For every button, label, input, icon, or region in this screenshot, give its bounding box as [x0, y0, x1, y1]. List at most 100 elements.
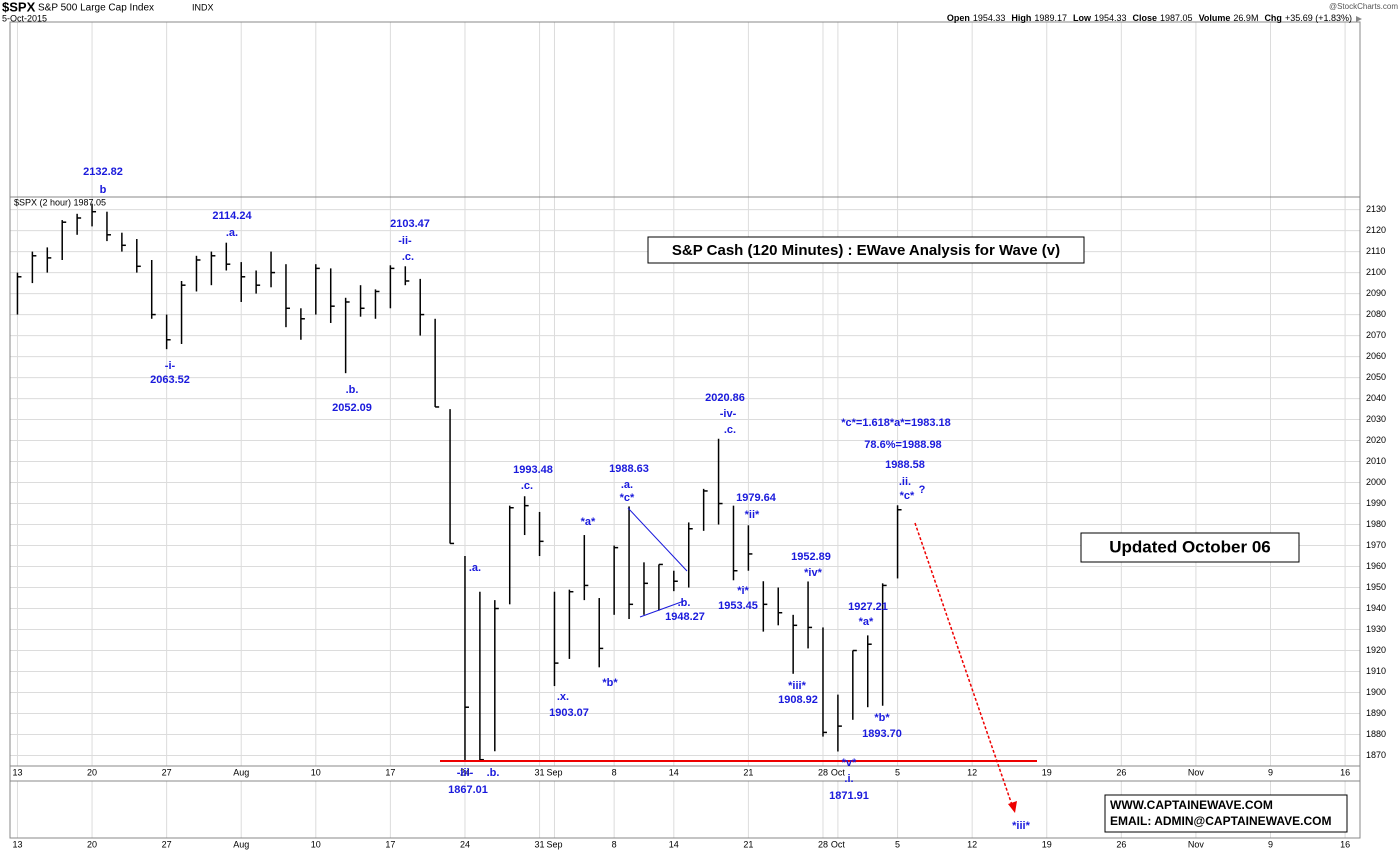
x-tick-label: 20: [87, 767, 97, 777]
x-tick-label: 8: [612, 839, 617, 849]
quote-label: Chg: [1264, 13, 1282, 23]
y-tick-label: 2060: [1366, 351, 1386, 361]
y-tick-label: 2010: [1366, 456, 1386, 466]
x-tick-label: 27: [162, 839, 172, 849]
annotation: *b*: [874, 712, 890, 724]
x-tick-label: Aug: [233, 839, 249, 849]
updated: Updated October 06: [1109, 537, 1271, 556]
x-tick-label: 12: [967, 839, 977, 849]
y-tick-label: 2120: [1366, 225, 1386, 235]
annotation: .i.: [844, 773, 853, 785]
annotation: *iii*: [788, 680, 806, 692]
annotation: 1993.48: [513, 464, 553, 476]
x-tick-label: Sep: [546, 839, 562, 849]
annotation: *c*: [900, 490, 915, 502]
annotation: .ii.: [899, 476, 911, 488]
annotation: 2020.86: [705, 392, 745, 404]
annotation: 1952.89: [791, 551, 831, 563]
x-tick-label: 26: [1116, 767, 1126, 777]
annotation: 1953.45: [718, 600, 758, 612]
y-tick-label: 2030: [1366, 414, 1386, 424]
annotation: 2114.24: [212, 210, 252, 222]
y-tick-label: 1910: [1366, 666, 1386, 676]
annotation: *a*: [581, 516, 596, 528]
quote-value: 1989.17: [1034, 13, 1067, 23]
x-tick-label: Nov: [1188, 839, 1205, 849]
annotation: .c.: [521, 480, 533, 492]
email: EMAIL: ADMIN@CAPTAINEWAVE.COM: [1110, 814, 1331, 828]
x-tick-label: 26: [1116, 839, 1126, 849]
annotation: 1893.70: [862, 728, 902, 740]
annotation: ?: [919, 484, 926, 496]
x-tick-label: Nov: [1188, 767, 1205, 777]
updated-box: [1080, 532, 1300, 563]
y-tick-label: 1890: [1366, 708, 1386, 718]
x-tick-label: 24: [460, 839, 470, 849]
x-tick-label: 13: [12, 767, 22, 777]
annotation: 1979.64: [736, 492, 777, 504]
annotation: 1908.92: [778, 694, 818, 706]
annotation: *c*=1.618*a*=1983.18: [841, 417, 951, 429]
y-tick-label: 2050: [1366, 372, 1386, 382]
arrow-head: [1008, 801, 1017, 813]
y-tick-label: 1970: [1366, 540, 1386, 550]
annotation: .b.: [346, 384, 359, 396]
y-tick-label: 1960: [1366, 561, 1386, 571]
x-tick-label: 9: [1268, 767, 1273, 777]
x-tick-label: 21: [743, 767, 753, 777]
y-tick-label: 1980: [1366, 519, 1386, 529]
x-tick-label: 24: [460, 767, 470, 777]
annotation: -i-: [165, 360, 176, 372]
x-tick-label: 14: [669, 767, 679, 777]
annotation: 2052.09: [332, 402, 372, 414]
quote-label: Low: [1073, 13, 1092, 23]
annotation: -iv-: [720, 408, 737, 420]
quote-label: Open: [947, 13, 970, 23]
annotation: .a.: [469, 562, 481, 574]
annotation: .x.: [557, 691, 569, 703]
quote-value: 1954.33: [1094, 13, 1127, 23]
annotation: 1988.58: [885, 459, 925, 471]
x-tick-label: 16: [1340, 767, 1350, 777]
quote-value: +35.69 (+1.83%): [1285, 13, 1352, 23]
y-tick-label: 1930: [1366, 624, 1386, 634]
marks: [16, 203, 902, 762]
annotation: 1948.27: [665, 611, 705, 623]
x-tick-label: 10: [311, 767, 321, 777]
quote-value: 1987.05: [1160, 13, 1193, 23]
annotation: *i*: [737, 585, 749, 597]
quote-value: 26.9M: [1233, 13, 1258, 23]
x-tick-label: 28: [818, 767, 828, 777]
annotation: 1871.91: [829, 790, 869, 802]
y-tick-label: 2040: [1366, 393, 1386, 403]
y-tick-label: 2070: [1366, 330, 1386, 340]
y-tick-label: 2090: [1366, 288, 1386, 298]
annotation: 2103.47: [390, 218, 430, 230]
annotation: b: [100, 184, 107, 196]
chart-title: S&P Cash (120 Minutes) : EWave Analysis …: [672, 242, 1060, 259]
title-box: [647, 236, 1085, 264]
y-tick-label: 2020: [1366, 435, 1386, 445]
trendline: [639, 600, 685, 618]
annotation: 1988.63: [609, 463, 649, 475]
y-tick-label: 2000: [1366, 477, 1386, 487]
x-tick-label: 16: [1340, 839, 1350, 849]
y-tick-label: 1870: [1366, 750, 1386, 760]
menu-arrow: [1356, 16, 1362, 22]
x-tick-label: 31: [535, 839, 545, 849]
y-tick-label: 1880: [1366, 729, 1386, 739]
y-tick-label: 1900: [1366, 687, 1386, 697]
index-name: S&P 500 Large Cap Index: [38, 3, 154, 14]
website: WWW.CAPTAINEWAVE.COM: [1110, 798, 1273, 812]
legend: $SPX (2 hour) 1987.05: [14, 197, 106, 207]
exchange: INDX: [192, 2, 214, 12]
x-tick-label: Oct: [831, 767, 846, 777]
quote-label: High: [1011, 13, 1031, 23]
symbol: $SPX: [2, 0, 36, 14]
annotation: .b.: [487, 767, 500, 779]
x-tick-label: 31: [535, 767, 545, 777]
annotation: -iii-: [457, 767, 474, 779]
source: @StockCharts.com: [1329, 2, 1398, 11]
annotation: 78.6%=1988.98: [864, 439, 941, 451]
